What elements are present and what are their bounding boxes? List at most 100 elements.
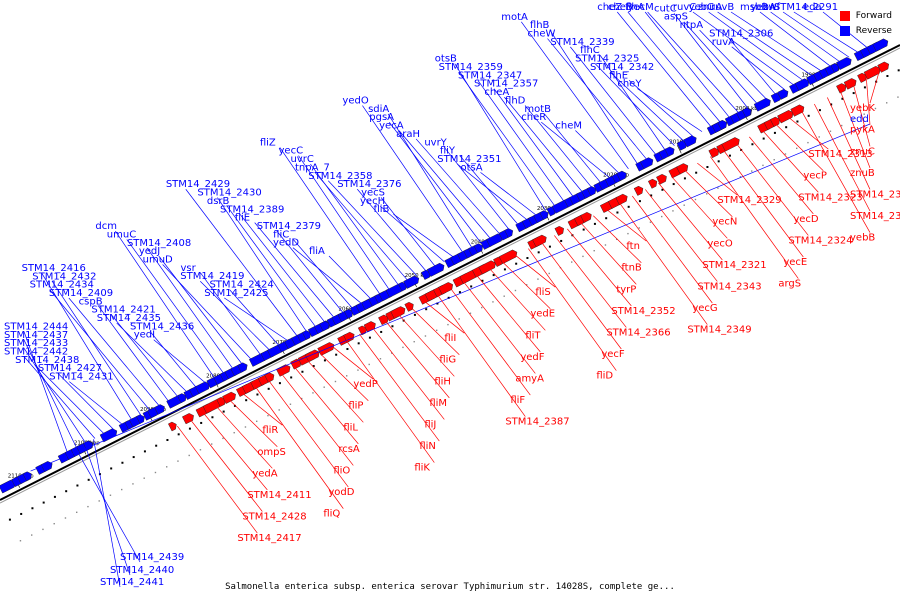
guide-dot (661, 215, 663, 218)
reverse-gene-label: zwf (763, 2, 780, 13)
forward-gene-label: STM14_2387 (505, 417, 569, 428)
reverse-gene-label: fliB (373, 204, 389, 215)
reverse-gene-leader-line (454, 63, 546, 211)
reverse-gene-label: motA (501, 12, 528, 23)
reverse-gene-label: cheZ (597, 2, 622, 13)
reverse-gene-leader-line (69, 381, 123, 425)
guide-dot (380, 330, 383, 333)
forward-gene-label: fliQ (323, 509, 340, 520)
forward-gene-block (676, 163, 689, 175)
reverse-gene-leader-line (782, 11, 850, 58)
reverse-gene-block (777, 89, 789, 100)
reverse-gene-leader-line (541, 121, 611, 179)
reverse-gene-label: STM14_2306 (709, 28, 773, 39)
guide-dot (64, 517, 67, 519)
reverse-gene-label: cheB (608, 2, 633, 13)
guide-dot (672, 210, 674, 212)
guide-dot (233, 431, 235, 434)
guide-dot (256, 420, 258, 423)
reverse-gene-label: umuD (143, 254, 173, 265)
guide-dot (154, 471, 157, 474)
guide-dot (132, 483, 134, 485)
guide-dot (582, 228, 585, 231)
guide-dot (762, 164, 764, 167)
reverse-gene-label: ruvB (711, 2, 734, 13)
reverse-gene-block (640, 157, 654, 170)
reverse-gene-label: cutC (654, 3, 677, 14)
guide-dot (897, 69, 900, 72)
guide-dot (829, 130, 832, 132)
genome-backbone (0, 44, 900, 501)
guide-dot (8, 518, 11, 521)
reverse-gene-label: vsr (180, 263, 196, 274)
forward-gene-leader-line (865, 77, 871, 125)
reverse-gene-label: STM14_2436 (130, 321, 194, 332)
forward-gene-block-shape (708, 147, 720, 159)
forward-gene-label: yecO (707, 238, 733, 249)
reverse-gene-leader-line (459, 155, 519, 225)
guide-dot (762, 137, 765, 140)
guide-dot (514, 289, 517, 292)
reverse-gene-leader-line (328, 180, 418, 277)
reverse-gene-block (22, 471, 32, 482)
guide-dot (717, 160, 720, 163)
reverse-gene-block (836, 57, 852, 71)
reverse-gene-block-shape (872, 38, 889, 52)
forward-gene-label: fliO (333, 465, 350, 476)
forward-gene-label: yebK (850, 103, 875, 114)
forward-gene-block (378, 314, 389, 326)
reverse-gene-leader-line (699, 29, 767, 100)
reverse-gene-leader-line (98, 306, 169, 402)
guide-dot (199, 449, 202, 451)
guide-dot (492, 301, 494, 303)
reverse-gene-label: STM14_2427 (38, 363, 102, 374)
forward-gene-block-shape (390, 306, 406, 319)
guide-dot (458, 291, 461, 294)
guide-dot (447, 323, 449, 326)
reverse-gene-block (504, 228, 514, 238)
guide-dot (773, 131, 776, 134)
reverse-gene-leader-line (30, 123, 871, 472)
legend-forward: Forward (839, 8, 892, 23)
reverse-gene-label: STM14_2376 (337, 179, 401, 190)
reverse-gene-leader-line (617, 11, 712, 128)
forward-gene-leader-line (619, 202, 708, 325)
forward-gene-leader-line (177, 425, 258, 534)
forward-gene-label: ompS (257, 447, 286, 458)
forward-gene-leader-line (869, 71, 880, 104)
forward-gene-block-shape (182, 413, 194, 425)
forward-gene-block (790, 104, 805, 117)
guide-dot (188, 427, 191, 430)
reverse-gene-block-shape (319, 320, 330, 332)
reverse-gene-leader-line (599, 55, 666, 151)
forward-gene-leader-line (710, 156, 799, 279)
forward-gene-label: fliG (439, 355, 456, 366)
guide-dot (323, 386, 325, 388)
reverse-gene-leader-line (480, 172, 537, 216)
forward-gene-leader-line (736, 143, 809, 236)
guide-dot (132, 456, 135, 459)
legend-reverse: Reverse (839, 23, 892, 38)
forward-gene-block (615, 193, 628, 206)
forward-gene-leader-line (437, 294, 526, 417)
forward-gene-block-shape (863, 65, 881, 80)
reverse-gene-block-shape (237, 362, 248, 373)
forward-gene-leader-line (632, 195, 713, 304)
reverse-gene-leader-line (68, 297, 160, 407)
axis-tick-mark (676, 145, 682, 154)
guide-dot (166, 439, 169, 442)
reverse-gene-label: STM14_2431 (49, 372, 113, 383)
forward-gene-leader-line (268, 379, 349, 488)
reverse-gene-leader-line (298, 155, 390, 290)
forward-gene-leader-line (190, 419, 263, 512)
reverse-gene-block (136, 414, 145, 424)
forward-gene-leader-line (203, 412, 268, 491)
forward-gene-leader-line (671, 176, 728, 239)
reverse-gene-leader-line (444, 147, 510, 230)
reverse-swatch (839, 25, 850, 36)
guide-dot (19, 540, 22, 542)
reverse-gene-label: sdiA (368, 104, 389, 115)
label-line-group (23, 11, 880, 588)
reverse-gene-leader-line (647, 11, 740, 114)
guide-dot (886, 75, 889, 78)
